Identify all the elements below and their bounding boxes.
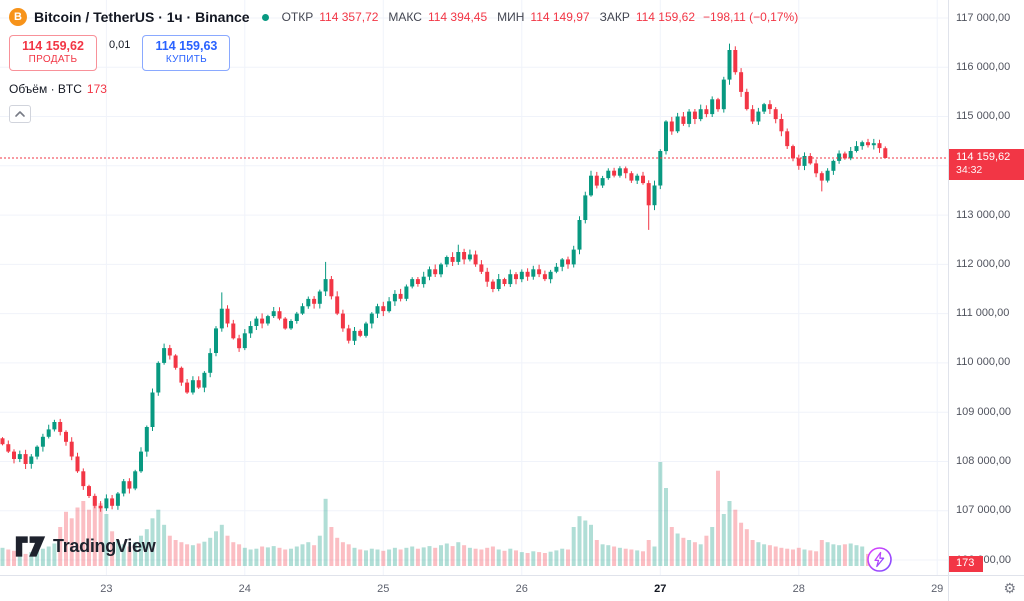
low-value: 114 149,97 <box>530 10 590 24</box>
high-label: МАКС <box>388 10 422 24</box>
close-value: 114 159,62 <box>635 10 696 24</box>
time-scale[interactable]: 23 24 25 26 27 28 29 <box>0 575 948 601</box>
ohlc-values: ОТКР 114 357,72 МАКС 114 394,45 МИН 114 … <box>278 10 799 24</box>
chart-legend: B Bitcoin / TetherUS · 1ч · Binance ОТКР… <box>9 6 798 123</box>
price-tick-label: 107 000,00 <box>956 504 1012 517</box>
candlestick-chart-canvas[interactable] <box>0 0 948 575</box>
price-tick-label: 109 000,00 <box>956 405 1012 418</box>
bitcoin-icon: B <box>9 8 27 26</box>
time-tick-label: 25 <box>377 583 390 595</box>
price-tick-label: 113 000,00 <box>956 208 1011 221</box>
last-volume-tag: 173 <box>949 556 984 572</box>
buy-button[interactable]: 114 159,63 КУПИТЬ <box>142 35 231 71</box>
boost-button[interactable] <box>866 546 893 573</box>
open-label: ОТКР <box>281 10 314 24</box>
low-label: МИН <box>497 10 525 24</box>
buy-price: 114 159,63 <box>155 39 218 53</box>
sell-button[interactable]: 114 159,62 ПРОДАТЬ <box>9 35 97 71</box>
time-tick-label: 29 <box>931 583 944 595</box>
lightning-icon <box>867 547 892 572</box>
high-value: 114 394,45 <box>427 10 488 24</box>
price-tick-label: 108 000,00 <box>956 455 1012 467</box>
volume-indicator-row[interactable]: Объём · BTC 173 <box>9 82 798 96</box>
time-tick-label: 24 <box>238 583 251 595</box>
buy-sell-widget: 114 159,62 ПРОДАТЬ 0,01 114 159,63 КУПИТ… <box>9 35 798 71</box>
time-tick-label: 28 <box>792 583 805 595</box>
time-tick-label: 27 <box>654 583 667 595</box>
time-tick-label: 23 <box>100 583 113 595</box>
current-price-tag: 114 159,62 34:32 <box>949 149 1024 180</box>
open-value: 114 357,72 <box>319 10 379 24</box>
volume-indicator-label: Объём · BTC <box>9 82 82 96</box>
sell-label: ПРОДАТЬ <box>28 54 78 65</box>
symbol-row: B Bitcoin / TetherUS · 1ч · Binance ОТКР… <box>9 6 798 28</box>
change-value: −198,11 (−0,17%) <box>703 10 799 24</box>
price-tick-label: 112 000,00 <box>956 257 1011 270</box>
bar-countdown: 34:32 <box>956 164 983 176</box>
price-scale[interactable]: 114 159,62 34:32 173 117 000,00 116 000,0… <box>948 0 1024 575</box>
buy-label: КУПИТЬ <box>165 54 207 65</box>
scale-settings-gear-icon[interactable]: ⚙ <box>1003 580 1016 596</box>
axis-corner: ⚙ <box>948 575 1024 601</box>
current-price-value: 114 159,62 <box>956 151 1011 163</box>
close-label: ЗАКР <box>599 10 630 24</box>
spread-value: 0,01 <box>109 39 131 51</box>
price-tick-label: 115 000,00 <box>956 110 1011 122</box>
chevron-up-icon <box>15 111 25 117</box>
collapse-legend-button[interactable] <box>9 105 31 123</box>
tradingview-logo-icon <box>15 536 46 557</box>
price-tick-label: 110 000,00 <box>956 356 1011 369</box>
time-tick-label: 26 <box>515 583 528 595</box>
price-tick-label: 117 000,00 <box>956 11 1011 24</box>
tradingview-watermark-text: TradingView <box>53 536 156 556</box>
price-tick-label: 111 000,00 <box>956 307 1010 320</box>
price-tick-label: 116 000,00 <box>956 60 1011 73</box>
volume-indicator-value: 173 <box>86 82 107 96</box>
sell-price: 114 159,62 <box>22 39 84 53</box>
symbol-title[interactable]: Bitcoin / TetherUS · 1ч · Binance <box>34 9 250 25</box>
market-status-dot[interactable] <box>261 13 269 21</box>
tradingview-watermark[interactable]: TradingView <box>14 534 156 559</box>
legend-collapse-row <box>9 105 798 123</box>
